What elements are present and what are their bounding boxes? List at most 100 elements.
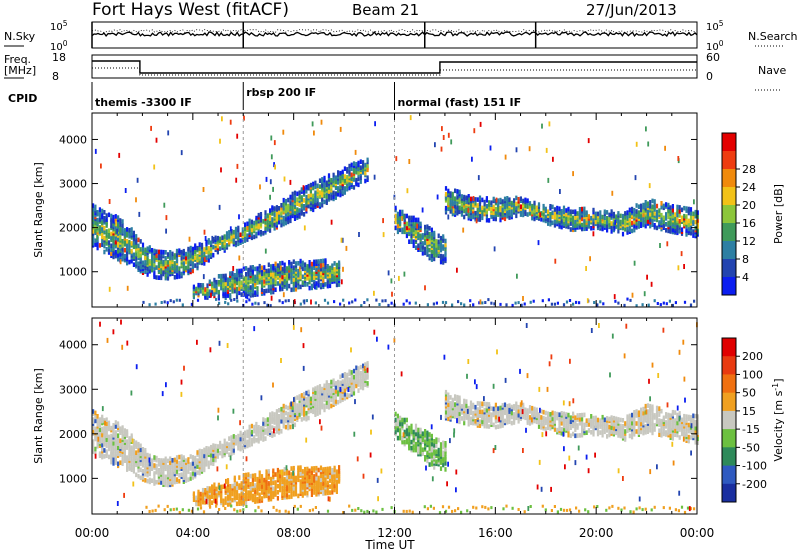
power-cell — [242, 276, 245, 281]
velocity-cell — [200, 465, 204, 470]
power-cell — [544, 214, 547, 220]
power-cell — [94, 242, 97, 247]
velocity-cell — [217, 482, 220, 488]
velocity-cell — [362, 373, 365, 379]
power-cell — [326, 264, 329, 269]
power-cell — [326, 283, 329, 289]
power-cell — [322, 258, 325, 264]
power-cell — [660, 204, 663, 210]
power-cell — [191, 250, 194, 256]
power-cell — [96, 237, 99, 243]
velocity-cell — [254, 473, 257, 478]
power-cell — [160, 253, 163, 259]
velocity-cell — [417, 427, 420, 433]
power-sparse-cell — [155, 137, 158, 143]
power-cell — [273, 222, 276, 227]
power-cell — [522, 198, 525, 204]
velocity-cell — [329, 484, 332, 489]
power-cell — [526, 198, 529, 203]
power-cell — [660, 201, 663, 206]
velocity-cell — [294, 475, 298, 481]
velocity-cell — [94, 414, 97, 420]
power-ground-cell — [405, 299, 408, 303]
power-cell — [263, 265, 266, 270]
power-cell — [291, 191, 294, 197]
power-sparse-cell — [495, 197, 498, 203]
velocity-cell — [430, 459, 433, 465]
power-cell — [513, 198, 516, 203]
power-sparse-cell — [442, 135, 445, 140]
power-sparse-cell — [390, 278, 393, 284]
power-cell — [676, 216, 679, 222]
power-cell — [283, 262, 286, 268]
power-cell — [333, 267, 336, 272]
power-cell — [321, 202, 324, 208]
velocity-cell — [245, 500, 248, 506]
power-cell — [569, 209, 572, 214]
power-cell — [293, 194, 297, 200]
power-ground-cell — [227, 302, 230, 306]
power-cell — [337, 192, 340, 197]
velocity-cell — [335, 473, 338, 478]
power-cell — [270, 264, 273, 269]
velocity-cell — [238, 475, 241, 480]
power-cell — [137, 251, 140, 257]
power-cell — [578, 211, 581, 216]
power-cell — [244, 226, 247, 231]
velocity-cell — [316, 385, 319, 390]
velocity-cell — [241, 445, 244, 451]
power-sparse-cell — [219, 138, 221, 144]
power-cell — [676, 204, 679, 210]
power-ground-cell — [572, 302, 575, 306]
velocity-cell — [242, 473, 245, 478]
velocity-cell — [254, 477, 257, 482]
velocity-cell — [135, 440, 138, 445]
power-cell — [297, 272, 300, 278]
power-cell — [424, 224, 427, 230]
power-cell — [565, 212, 568, 217]
power-cell — [644, 217, 647, 223]
power-ground-cell — [565, 300, 569, 304]
power-cell — [696, 210, 699, 215]
power-cell — [222, 281, 225, 287]
power-cell — [587, 214, 590, 219]
velocity-cell — [314, 406, 317, 411]
power-cell — [421, 233, 424, 238]
power-cell — [519, 212, 522, 217]
power-cell — [308, 285, 311, 291]
power-cell — [419, 243, 422, 248]
velocity-cell — [278, 418, 281, 423]
velocity-cell — [410, 427, 413, 433]
power-cell — [307, 193, 310, 199]
velocity-cell — [139, 467, 142, 473]
velocity-cell — [257, 425, 260, 430]
velocity-cell — [267, 469, 270, 474]
power-cell — [272, 271, 275, 277]
velocity-cell — [117, 421, 120, 426]
freq-label-1: Freq. — [4, 53, 31, 66]
power-cell — [318, 184, 322, 189]
power-cell — [107, 212, 111, 218]
velocity-cell — [216, 448, 219, 453]
velocity-cell — [245, 484, 248, 490]
power-ground-cell — [553, 302, 556, 306]
power-cell — [649, 223, 652, 229]
power-cell — [310, 267, 313, 273]
velocity-cell — [433, 443, 436, 448]
velocity-cell — [276, 490, 279, 495]
power-ground-cell — [342, 298, 345, 302]
power-cell — [323, 181, 326, 187]
velocity-cell — [151, 478, 154, 483]
velocity-cell — [251, 497, 254, 503]
power-cell — [508, 197, 511, 202]
power-sparse-cell — [118, 152, 121, 158]
power-cell — [266, 213, 269, 218]
velocity-cell — [343, 388, 346, 393]
velocity-cell — [162, 458, 165, 463]
power-cell — [178, 270, 181, 275]
power-cell — [364, 178, 367, 184]
x-axis-title: Time UT — [364, 538, 415, 552]
power-cell — [254, 274, 257, 280]
power-cell — [401, 209, 404, 215]
power-cell — [112, 214, 115, 220]
